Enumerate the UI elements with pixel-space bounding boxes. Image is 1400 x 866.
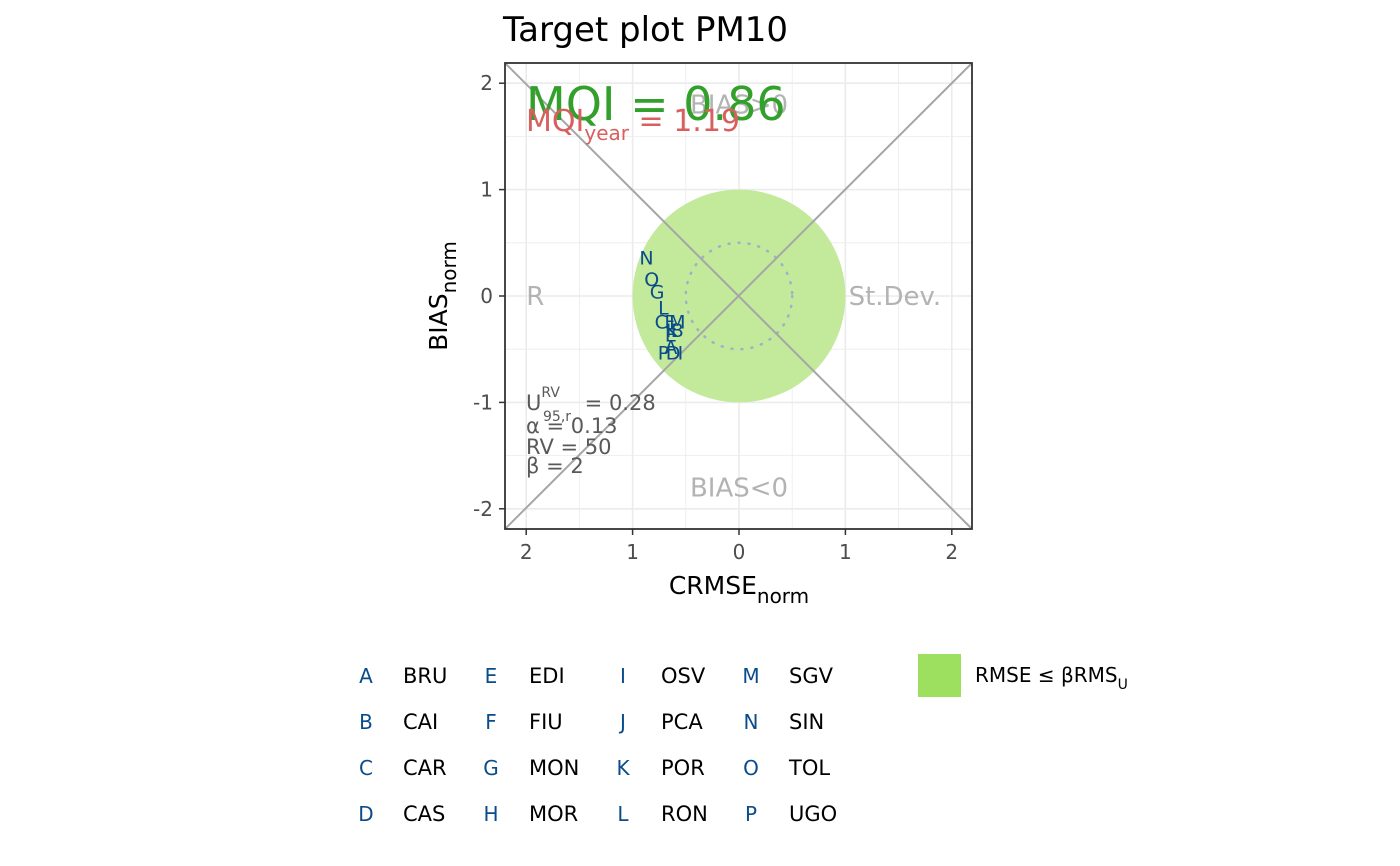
- data-point-i: I: [678, 342, 684, 364]
- y-axis-title: BIASnorm: [424, 241, 461, 351]
- legend-code-j: J: [618, 710, 626, 734]
- legend-code-p: P: [745, 802, 757, 826]
- legend-station-fiu: FIU: [529, 710, 563, 734]
- legend-code-f: F: [485, 710, 497, 734]
- legend-station-cas: CAS: [403, 802, 445, 826]
- legend-station-por: POR: [661, 756, 705, 780]
- param-rv: RV = 50: [526, 435, 611, 459]
- legend-code-a: A: [359, 664, 373, 688]
- data-point-l: L: [658, 298, 669, 320]
- param-alpha: α = 0.13: [526, 414, 618, 438]
- legend-code-n: N: [744, 710, 759, 734]
- legend-station-sin: SIN: [789, 710, 824, 734]
- legend-code-k: K: [616, 756, 630, 780]
- dotted-inner-circle: [684, 241, 794, 351]
- x-tick-label: 1: [839, 540, 852, 564]
- legend-station-sgv: SGV: [789, 664, 834, 688]
- data-point-g: G: [650, 282, 665, 304]
- data-point-a: A: [664, 337, 677, 359]
- mqi-value: MQI = 0.86: [526, 77, 786, 131]
- legend-code-c: C: [359, 756, 373, 780]
- chart-title: Target plot PM10: [502, 10, 788, 50]
- data-point-n: N: [639, 248, 653, 270]
- y-tick-label: 0: [480, 284, 493, 308]
- diagonal-line: [504, 62, 973, 530]
- legend-target-fill-label: RMSE ≤ βRMSU: [975, 663, 1128, 693]
- legend-code-o: O: [743, 756, 759, 780]
- legend-code-i: I: [620, 664, 626, 688]
- legend-code-b: B: [359, 710, 373, 734]
- legend-station-pca: PCA: [661, 710, 703, 734]
- legend-station-tol: TOL: [788, 756, 830, 780]
- legend-code-e: E: [485, 664, 498, 688]
- x-tick-label: 2: [520, 540, 533, 564]
- legend-code-m: M: [742, 664, 759, 688]
- y-tick-label: -1: [473, 390, 493, 414]
- legend-code-d: D: [358, 802, 373, 826]
- x-tick-label: 0: [733, 540, 746, 564]
- legend-station-mon: MON: [529, 756, 579, 780]
- legend-station-bru: BRU: [403, 664, 447, 688]
- x-axis-ticks: 2 1 0 1 2: [520, 529, 958, 564]
- x-tick-label: 2: [945, 540, 958, 564]
- y-axis-ticks: 2 1 0 -1 -2: [473, 71, 505, 521]
- y-tick-label: -2: [473, 497, 493, 521]
- data-point-c: C: [655, 312, 668, 334]
- data-point-m: M: [669, 312, 685, 334]
- region-label-stdev: St.Dev.: [849, 282, 942, 312]
- legend-code-h: H: [483, 802, 498, 826]
- legend-station-ugo: UGO: [789, 802, 837, 826]
- legend-station-ron: RON: [661, 802, 708, 826]
- data-point-o: O: [644, 269, 659, 291]
- x-tick-label: 1: [626, 540, 639, 564]
- mqi-year-value: MQIyear = 1.19: [526, 104, 740, 145]
- data-point-e: E: [665, 324, 677, 346]
- data-point-p: P: [658, 342, 669, 364]
- x-axis-title: CRMSEnorm: [669, 571, 809, 608]
- legend-station-osv: OSV: [661, 664, 706, 688]
- diagonal-lines: [504, 62, 973, 530]
- legend-code-l: L: [617, 802, 629, 826]
- legend-target-fill-key: [918, 654, 961, 697]
- legend-station-cai: CAI: [403, 710, 438, 734]
- data-point-f: F: [664, 312, 675, 334]
- legend-code-g: G: [483, 756, 499, 780]
- data-point-b: B: [671, 320, 684, 342]
- region-label-bias-negative: BIAS<0: [690, 474, 788, 504]
- legend-station-edi: EDI: [529, 664, 565, 688]
- data-point-k: K: [666, 320, 679, 342]
- region-label-r: R: [526, 282, 544, 312]
- y-tick-label: 1: [480, 178, 493, 202]
- legend-station-mor: MOR: [529, 802, 578, 826]
- data-point-d: D: [666, 342, 681, 364]
- param-u95: URV 95,r = 0.28: [526, 385, 656, 425]
- legend-station-car: CAR: [403, 756, 447, 780]
- region-label-bias-positive: BIAS>0: [690, 90, 788, 120]
- y-tick-label: 2: [480, 71, 493, 95]
- param-beta: β = 2: [526, 454, 584, 478]
